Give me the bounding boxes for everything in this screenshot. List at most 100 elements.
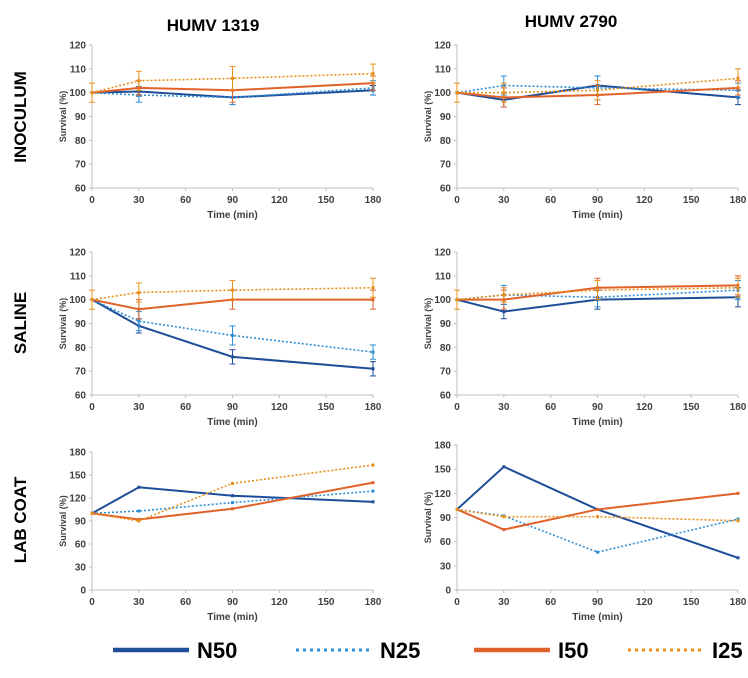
- series-line: [456, 465, 739, 559]
- x-tick-label: 150: [683, 402, 700, 413]
- series-line: [456, 492, 739, 531]
- series-line: [91, 298, 374, 353]
- y-tick-label: 80: [440, 136, 452, 147]
- y-axis-label: Survival (%): [423, 298, 433, 350]
- y-tick-label: 110: [435, 271, 452, 282]
- data-point: [231, 76, 234, 80]
- y-tick-label: 90: [440, 112, 452, 123]
- panel-5: 0 30 60 90 120 150 180 0 30 60 90 120 150 180 Time (mi…: [58, 448, 382, 624]
- data-point: [736, 556, 740, 560]
- legend-item-i50: I50: [474, 638, 589, 663]
- data-point: [90, 91, 94, 95]
- data-point: [502, 515, 506, 519]
- data-point: [455, 91, 459, 95]
- y-tick-label: 80: [75, 136, 87, 147]
- series-i50: [90, 481, 375, 521]
- series-line: [91, 464, 374, 522]
- data-point: [90, 511, 94, 515]
- y-axis-label: Survival (%): [58, 91, 68, 143]
- series-i25: [454, 277, 741, 310]
- x-tick-label: 90: [227, 402, 239, 413]
- x-tick-label: 30: [133, 195, 145, 206]
- x-tick-label: 180: [730, 597, 747, 608]
- data-point: [596, 515, 599, 519]
- series-line: [91, 298, 374, 370]
- x-tick-label: 90: [227, 597, 239, 608]
- data-point: [596, 550, 599, 554]
- data-point: [231, 355, 234, 359]
- data-point: [231, 288, 234, 292]
- data-point: [502, 465, 506, 469]
- series-line: [91, 82, 374, 94]
- x-axis-label: Time (min): [207, 612, 257, 623]
- x-tick-label: 90: [592, 195, 604, 206]
- x-tick-label: 180: [365, 195, 382, 206]
- x-tick-label: 30: [133, 597, 145, 608]
- series-line: [456, 296, 739, 313]
- y-tick-label: 120: [434, 41, 451, 52]
- y-tick-label: 60: [75, 184, 87, 195]
- data-point: [137, 79, 141, 83]
- data-point: [596, 88, 599, 92]
- panel-4: 60 70 80 90 100 110 120 0 30 60 90 120 150 180 Time (m…: [423, 248, 747, 429]
- x-tick-label: 60: [180, 195, 192, 206]
- data-point: [90, 298, 94, 302]
- data-point: [596, 288, 599, 292]
- series-line: [457, 77, 739, 94]
- x-tick-label: 90: [592, 597, 604, 608]
- data-point: [502, 293, 506, 297]
- panel-3: 60 70 80 90 100 110 120 0 30 60 90 120 150 180 Time (m…: [58, 248, 382, 429]
- y-tick-label: 70: [75, 160, 87, 171]
- x-tick-label: 0: [454, 195, 460, 206]
- y-tick-label: 120: [69, 494, 86, 505]
- x-axis-label: Time (min): [572, 417, 622, 428]
- y-tick-label: 100: [434, 295, 451, 306]
- y-tick-label: 0: [80, 586, 86, 597]
- y-axis-label: Survival (%): [58, 298, 68, 350]
- series-i25: [89, 277, 376, 310]
- y-axis-label: Survival (%): [423, 91, 433, 143]
- y-tick-label: 110: [70, 64, 87, 75]
- y-tick-label: 120: [434, 489, 451, 500]
- y-tick-label: 180: [434, 441, 451, 452]
- y-tick-label: 180: [69, 448, 86, 459]
- x-tick-label: 150: [318, 402, 335, 413]
- data-point: [736, 76, 740, 80]
- data-point: [137, 509, 141, 513]
- row-label-saline: SALINE: [11, 292, 30, 354]
- series-line: [91, 486, 374, 515]
- data-point: [502, 310, 506, 314]
- x-tick-label: 0: [454, 402, 460, 413]
- x-tick-label: 120: [271, 402, 288, 413]
- series-line: [456, 286, 739, 301]
- x-tick-label: 150: [318, 195, 335, 206]
- series-line: [91, 72, 374, 94]
- x-tick-label: 30: [498, 402, 510, 413]
- data-point: [231, 481, 234, 485]
- x-tick-label: 0: [89, 402, 95, 413]
- y-tick-label: 120: [69, 248, 86, 259]
- x-tick-label: 0: [89, 195, 95, 206]
- x-tick-label: 120: [271, 195, 288, 206]
- y-axis-label: Survival (%): [58, 495, 68, 547]
- data-point: [455, 298, 459, 302]
- series-n25: [455, 507, 740, 554]
- data-point: [137, 519, 141, 523]
- data-point: [371, 463, 375, 467]
- data-point: [371, 350, 375, 354]
- data-point: [736, 491, 740, 495]
- legend-label: I50: [558, 638, 589, 663]
- series-line: [91, 298, 373, 311]
- data-point: [596, 507, 599, 511]
- y-tick-label: 60: [440, 537, 452, 548]
- x-axis-label: Time (min): [207, 210, 257, 221]
- data-point: [231, 507, 234, 511]
- panel-1: 60 70 80 90 100 110 120 0 30 60 90 120 150 180 Time (m…: [58, 41, 382, 222]
- x-tick-label: 30: [133, 402, 145, 413]
- y-axis-label: Survival (%): [423, 492, 433, 544]
- series-line: [91, 490, 374, 515]
- data-point: [231, 494, 234, 498]
- data-point: [455, 507, 459, 511]
- series-i25: [89, 63, 376, 103]
